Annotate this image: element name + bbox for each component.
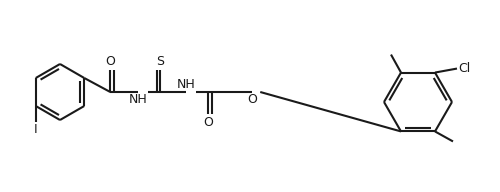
Text: Cl: Cl <box>458 62 470 75</box>
Text: O: O <box>204 116 213 129</box>
Text: O: O <box>106 55 115 68</box>
Text: I: I <box>34 123 37 136</box>
Text: S: S <box>156 55 164 68</box>
Text: NH: NH <box>129 93 148 106</box>
Text: O: O <box>248 93 257 106</box>
Text: NH: NH <box>177 78 196 91</box>
